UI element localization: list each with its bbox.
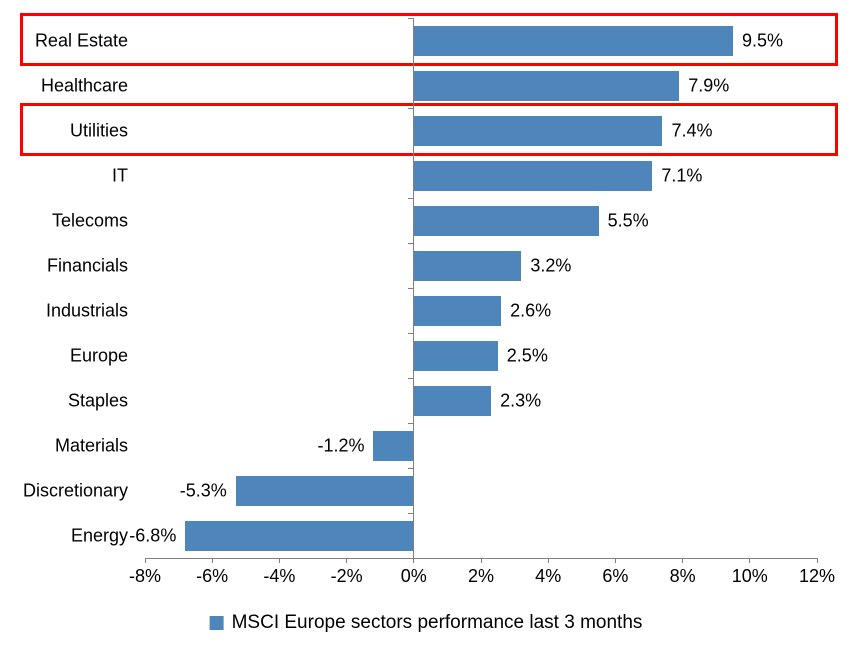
value-axis-tick [278, 558, 280, 563]
category-axis-tick [408, 17, 414, 19]
chart-legend: MSCI Europe sectors performance last 3 m… [209, 612, 643, 634]
data-label: 7.1% [661, 165, 703, 185]
value-axis-tick-label: -8% [128, 566, 162, 586]
highlight-box-real-estate [20, 13, 838, 66]
category-label: Industrials [45, 300, 128, 320]
category-label: Telecoms [51, 210, 128, 230]
value-axis-tick [547, 558, 549, 563]
data-label: 7.9% [688, 75, 730, 95]
category-axis-tick [408, 512, 414, 514]
data-label: -1.2% [317, 435, 365, 455]
bar [373, 430, 414, 461]
category-label: Real Estate [34, 30, 128, 50]
category-label: Energy [70, 525, 128, 545]
data-label: 9.5% [742, 30, 784, 50]
value-axis-tick-label: 6% [602, 566, 629, 586]
value-axis-tick [816, 558, 818, 563]
data-label: -5.3% [179, 480, 227, 500]
value-axis-tick-label: -4% [263, 566, 296, 586]
bar [413, 295, 502, 326]
x-axis-line [145, 558, 818, 559]
value-axis-tick [480, 558, 482, 563]
value-axis-tick [749, 558, 751, 563]
value-axis-tick [682, 558, 684, 563]
legend-label: MSCI Europe sectors performance last 3 m… [231, 612, 643, 633]
category-label: Europe [69, 345, 128, 365]
value-axis-tick-label: 4% [535, 566, 562, 586]
bar [413, 70, 680, 101]
value-axis-tick-label: 10% [731, 566, 768, 586]
category-axis-tick [408, 242, 414, 244]
category-axis-tick [408, 197, 414, 199]
category-axis-tick [408, 377, 414, 379]
data-label: 5.5% [607, 210, 649, 230]
bar [413, 160, 653, 191]
data-label: 3.2% [530, 255, 572, 275]
category-axis-tick [408, 422, 414, 424]
category-axis-tick [408, 467, 414, 469]
data-label: -6.8% [129, 525, 177, 545]
value-axis-tick-label: 0% [400, 566, 427, 586]
bar [413, 115, 663, 146]
category-axis-tick [408, 332, 414, 334]
bar [413, 205, 599, 236]
legend-marker-icon [209, 616, 224, 630]
value-axis-tick [211, 558, 213, 563]
category-label: Materials [54, 435, 128, 455]
data-label: 7.4% [671, 120, 713, 140]
bar [185, 520, 414, 551]
bar [413, 340, 498, 371]
value-axis-tick [614, 558, 616, 563]
category-label: Utilities [69, 120, 128, 140]
bar [413, 25, 733, 56]
value-axis-tick [346, 558, 348, 563]
bar [413, 250, 522, 281]
data-label: 2.3% [500, 390, 542, 410]
value-axis-tick [144, 558, 146, 563]
category-label: IT [112, 165, 128, 185]
value-axis-tick-label: -6% [196, 566, 229, 586]
category-label: Healthcare [40, 75, 128, 95]
bar [235, 475, 414, 506]
category-label: Staples [67, 390, 128, 410]
data-label: 2.5% [506, 345, 548, 365]
category-label: Discretionary [22, 480, 128, 500]
value-axis-tick-label: 2% [467, 566, 495, 586]
value-axis-tick-label: -2% [330, 566, 363, 586]
value-axis-tick-label: 8% [669, 566, 696, 586]
category-label: Financials [46, 255, 128, 275]
bar [413, 385, 492, 416]
y-axis-line [413, 18, 415, 563]
highlight-box-utilities [20, 103, 838, 156]
category-axis-tick [408, 287, 414, 289]
value-axis-tick-label: 12% [798, 566, 836, 586]
category-axis-tick [408, 107, 414, 109]
data-label: 2.6% [510, 300, 552, 320]
